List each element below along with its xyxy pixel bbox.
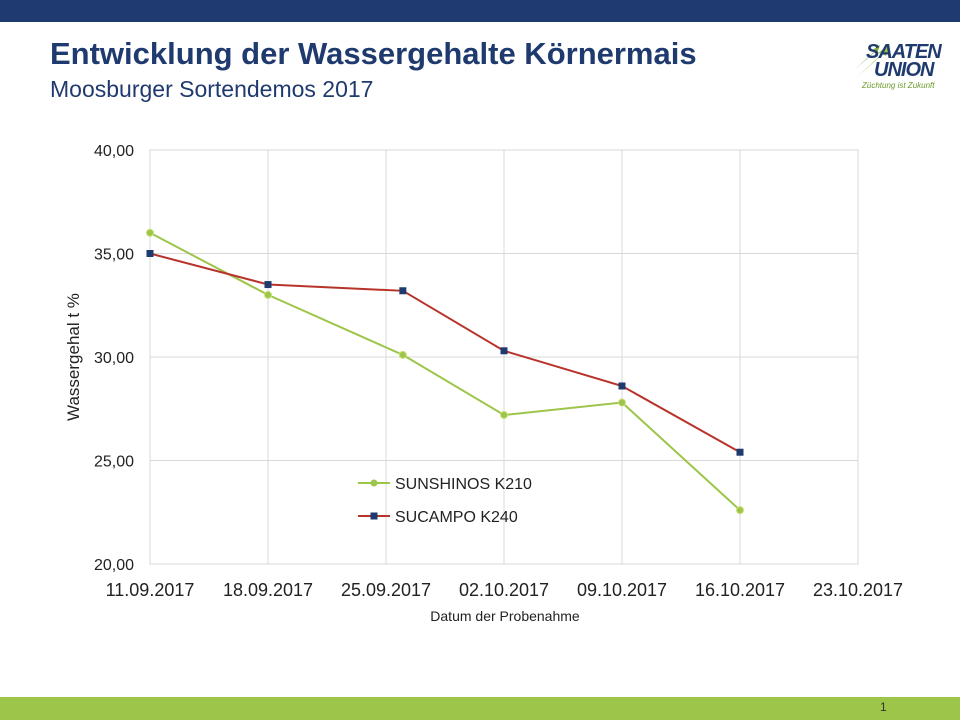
logo-text-line1: SAATEN [866, 41, 942, 63]
data-point [618, 398, 626, 407]
data-point [736, 506, 744, 515]
data-point [618, 382, 626, 390]
logo-tagline: Züchtung ist Zukunft [862, 81, 935, 90]
data-point [146, 228, 154, 237]
x-tick-label: 25.09.2017 [341, 580, 431, 600]
y-tick-label: 35,00 [94, 247, 134, 264]
data-point [398, 350, 407, 359]
data-point [500, 410, 508, 419]
data-point [736, 448, 744, 456]
legend-label: SUNSHINOS K210 [395, 476, 532, 493]
legend-marker [370, 512, 378, 520]
x-tick-label: 02.10.2017 [459, 580, 549, 600]
y-axis-title: Wassergehal t % [64, 293, 83, 421]
x-tick-label: 09.10.2017 [577, 580, 667, 600]
x-axis-title: Datum der Probenahme [430, 608, 580, 624]
data-point [500, 347, 508, 355]
y-tick-label: 20,00 [94, 557, 134, 574]
data-point [399, 287, 407, 295]
header-bar [0, 0, 960, 22]
data-point [264, 281, 272, 289]
y-tick-label: 25,00 [94, 454, 134, 471]
x-tick-label: 18.09.2017 [223, 580, 313, 600]
logo-text-line2: UNION [874, 59, 934, 81]
slide-subtitle: Moosburger Sortendemos 2017 [50, 76, 374, 102]
x-tick-label: 23.10.2017 [813, 580, 903, 600]
y-tick-label: 30,00 [94, 350, 134, 367]
page-number: 1 [880, 700, 887, 714]
data-point [264, 290, 272, 299]
legend-label: SUCAMPO K240 [395, 509, 518, 526]
series-line-0 [149, 231, 741, 511]
data-point [146, 250, 154, 257]
y-tick-label: 40,00 [94, 143, 134, 160]
slide-title: Entwicklung der Wassergehalte Körnermais [50, 36, 697, 71]
company-logo: SAATEN UNION Züchtung ist Zukunft [852, 38, 942, 98]
footer-bar [0, 697, 960, 720]
series-line-1 [149, 252, 741, 454]
x-tick-label: 11.09.2017 [106, 580, 195, 600]
x-tick-label: 16.10.2017 [695, 580, 785, 600]
legend-marker [370, 479, 378, 487]
logo-arrows-icon [854, 44, 890, 78]
